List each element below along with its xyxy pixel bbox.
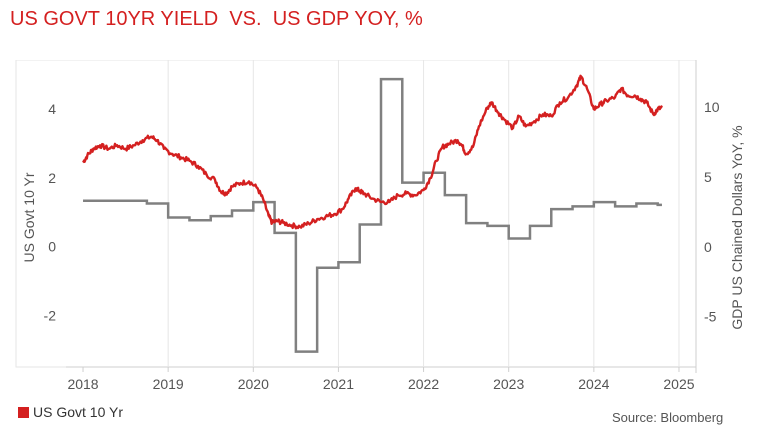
- left-tick-label: 4: [48, 101, 56, 117]
- right-axis-title: GDP US Chained Dollars YoY, %: [729, 125, 745, 329]
- legend-swatch: [18, 406, 29, 418]
- x-tick-label: 2019: [153, 376, 184, 392]
- yield-line: [82, 74, 663, 230]
- left-tick-label: -2: [44, 307, 57, 323]
- left-tick-label: 0: [48, 239, 56, 255]
- right-tick-label: 0: [704, 239, 712, 255]
- x-tick-label: 2018: [67, 376, 98, 392]
- right-tick-label: 10: [704, 99, 720, 115]
- x-tick-label: 2022: [408, 376, 439, 392]
- chart-svg: 2018 2019 2020 2021 2022 2023 2024 2025 -2 0 2 4 -5 0…: [15, 60, 745, 392]
- right-tick-label: 5: [704, 169, 712, 185]
- legend: US Govt 10 Yr: [18, 404, 123, 420]
- x-tick-label: 2025: [663, 376, 694, 392]
- chart-area: 2018 2019 2020 2021 2022 2023 2024 2025 -2 0 2 4 -5 0…: [0, 60, 776, 400]
- gdp-step-line: [83, 77, 662, 353]
- chart-title: US GOVT 10YR YIELD VS. US GDP YOY, %: [10, 8, 423, 30]
- x-tick-label: 2024: [578, 376, 609, 392]
- legend-label: US Govt 10 Yr: [33, 404, 124, 420]
- right-tick-label: -5: [704, 309, 717, 325]
- left-tick-label: 2: [48, 170, 56, 186]
- source-note: Source: Bloomberg: [612, 410, 724, 425]
- x-tick-label: 2020: [238, 376, 269, 392]
- left-axis-title: US Govt 10 Yr: [21, 172, 37, 262]
- x-tick-label: 2023: [493, 376, 524, 392]
- x-tick-label: 2021: [323, 376, 354, 392]
